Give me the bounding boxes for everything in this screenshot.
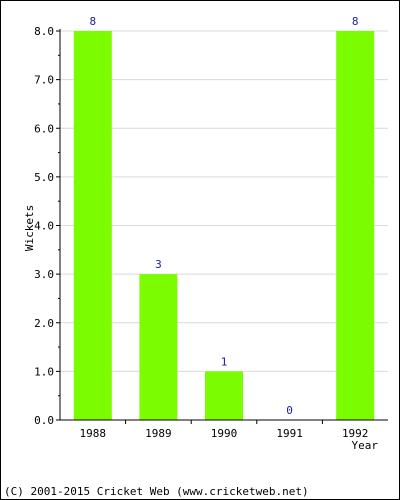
x-axis-title: Year [352, 439, 379, 452]
x-tick-label-1991: 1991 [276, 427, 303, 440]
bar-1992 [336, 31, 375, 420]
y-tick-label: 4.0 [34, 220, 54, 233]
bar-1989 [139, 274, 178, 420]
y-tick-label: 6.0 [34, 122, 54, 135]
data-labels: 8 3 1 0 8 [89, 15, 358, 417]
data-label-1990: 1 [221, 355, 228, 368]
x-tick-label-1990: 1990 [211, 427, 238, 440]
bars [73, 31, 375, 424]
bar-1990 [205, 371, 243, 420]
y-axis-title: Wickets [23, 205, 36, 251]
x-tick-label-1992: 1992 [342, 427, 369, 440]
y-tick-label: 7.0 [34, 74, 54, 87]
axes [59, 29, 388, 421]
y-tick-label: 8.0 [34, 25, 54, 38]
data-label-1992: 8 [352, 15, 359, 28]
x-tick-labels: 1988 1989 1990 1991 1992 [80, 427, 369, 440]
y-tick-labels: 0.0 1.0 2.0 3.0 4.0 5.0 6.0 7.0 8.0 [34, 25, 54, 427]
y-tick-label: 3.0 [34, 268, 54, 281]
data-label-1991: 0 [286, 404, 293, 417]
x-tick-label-1988: 1988 [80, 427, 107, 440]
bar-1988 [73, 31, 112, 420]
y-tick-label: 1.0 [34, 365, 54, 378]
data-label-1989: 3 [155, 258, 162, 271]
y-tick-label: 2.0 [34, 317, 54, 330]
y-tick-label: 0.0 [34, 414, 54, 427]
y-tick-label: 5.0 [34, 171, 54, 184]
data-label-1988: 8 [89, 15, 96, 28]
copyright-footer: (C) 2001-2015 Cricket Web (www.cricketwe… [4, 485, 309, 498]
x-tick-label-1989: 1989 [145, 427, 172, 440]
